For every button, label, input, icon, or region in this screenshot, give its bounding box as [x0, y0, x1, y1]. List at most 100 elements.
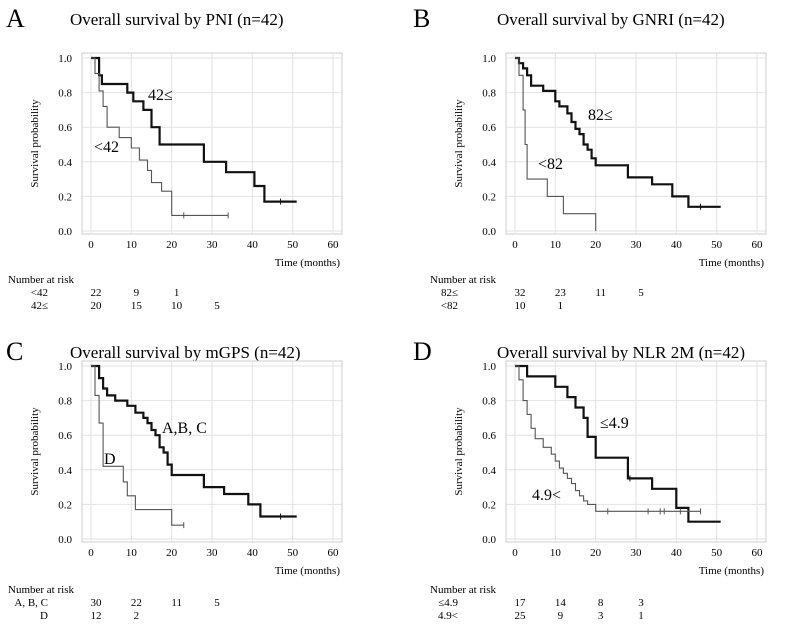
- risk-count: 5: [638, 287, 644, 299]
- chart-title: Overall survival by NLR 2M (n=42): [497, 343, 745, 362]
- x-tick-label: 10: [550, 239, 562, 251]
- survival-curve-low: [515, 57, 597, 231]
- panel-letter: D: [413, 337, 432, 366]
- survival-curve-low: [91, 365, 184, 526]
- x-tick-label: 20: [590, 239, 602, 251]
- x-tick-label: 10: [550, 547, 562, 559]
- survival-curve-high: [91, 56, 297, 203]
- y-tick-label: 0.0: [482, 226, 496, 238]
- curve-label: <42: [94, 139, 119, 156]
- x-tick-label: 30: [207, 547, 219, 559]
- x-axis-label: Time (months): [275, 257, 341, 269]
- x-tick-label: 10: [126, 239, 138, 251]
- x-tick-label: 0: [512, 239, 518, 251]
- panel-letter: B: [413, 4, 430, 33]
- risk-row-label: 82≤: [441, 287, 458, 299]
- risk-count: 1: [558, 300, 564, 312]
- y-tick-label: 0.0: [58, 534, 72, 546]
- x-tick-label: 60: [752, 547, 764, 559]
- y-tick-label: 0.0: [482, 534, 496, 546]
- risk-table-header: Number at risk: [8, 274, 74, 286]
- x-tick-label: 20: [166, 239, 178, 251]
- survival-curve-high: [91, 364, 297, 518]
- y-axis-label: Survival probability: [29, 407, 41, 496]
- y-axis-label: Survival probability: [29, 99, 41, 188]
- x-axis-label: Time (months): [699, 257, 765, 269]
- y-tick-label: 0.8: [482, 396, 496, 408]
- risk-count: 3: [598, 610, 604, 622]
- survival-curve-high: [515, 56, 721, 208]
- risk-row-label: 42≤: [31, 300, 48, 312]
- y-tick-label: 1.0: [482, 53, 496, 65]
- x-tick-label: 50: [287, 239, 299, 251]
- panel-letter: C: [6, 337, 23, 366]
- y-tick-label: 0.6: [58, 122, 72, 134]
- x-tick-label: 60: [328, 547, 340, 559]
- risk-count: 5: [214, 300, 220, 312]
- risk-table-header: Number at risk: [8, 584, 74, 596]
- risk-row-label: <82: [441, 300, 458, 312]
- curve-label: <82: [538, 156, 563, 173]
- chart-title: Overall survival by mGPS (n=42): [70, 343, 301, 362]
- curve-label: 42≤: [148, 87, 173, 104]
- y-tick-label: 0.4: [482, 157, 496, 169]
- risk-row-label: D: [40, 610, 48, 622]
- y-tick-label: 0.4: [58, 465, 72, 477]
- risk-count: 20: [91, 300, 103, 312]
- y-tick-label: 1.0: [58, 53, 72, 65]
- curve-label: A,B, C: [162, 420, 207, 437]
- y-tick-label: 0.6: [58, 430, 72, 442]
- y-tick-label: 0.2: [58, 499, 72, 511]
- survival-curve-high: [515, 364, 721, 523]
- x-tick-label: 40: [247, 239, 259, 251]
- x-tick-label: 40: [247, 547, 259, 559]
- risk-count: 11: [595, 287, 606, 299]
- chart-title: Overall survival by GNRI (n=42): [497, 10, 725, 29]
- x-tick-label: 20: [590, 547, 602, 559]
- risk-table-header: Number at risk: [430, 584, 496, 596]
- x-tick-label: 0: [512, 547, 518, 559]
- y-tick-label: 0.6: [482, 122, 496, 134]
- risk-table-header: Number at risk: [430, 274, 496, 286]
- risk-count: 9: [134, 287, 140, 299]
- y-tick-label: 1.0: [58, 361, 72, 373]
- risk-count: 32: [515, 287, 526, 299]
- risk-count: 17: [515, 597, 527, 609]
- risk-row-label: ≤4.9: [438, 597, 458, 609]
- x-tick-label: 30: [631, 239, 643, 251]
- risk-count: 11: [171, 597, 182, 609]
- y-tick-label: 0.2: [58, 191, 72, 203]
- risk-count: 14: [555, 597, 567, 609]
- km-panel-c: C Overall survival by mGPS (n=42) 0 10 20 30 4…: [6, 337, 343, 622]
- y-tick-label: 0.2: [482, 499, 496, 511]
- panel-letter: A: [6, 4, 25, 33]
- x-tick-label: 50: [287, 547, 299, 559]
- curve-label: 82≤: [588, 107, 613, 124]
- risk-count: 10: [515, 300, 527, 312]
- survival-curve-low: [91, 57, 229, 216]
- y-axis-label: Survival probability: [453, 407, 465, 496]
- y-tick-label: 0.8: [58, 88, 72, 100]
- risk-count: 12: [91, 610, 102, 622]
- y-tick-label: 0.0: [58, 226, 72, 238]
- risk-count: 23: [555, 287, 567, 299]
- risk-row-label: <42: [31, 287, 48, 299]
- risk-count: 30: [91, 597, 103, 609]
- risk-count: 2: [134, 610, 140, 622]
- km-panel-b: B Overall survival by GNRI (n=42) 0 10 20 30 4…: [413, 4, 767, 312]
- x-tick-label: 30: [207, 239, 219, 251]
- x-axis-label: Time (months): [275, 565, 341, 577]
- x-tick-label: 0: [88, 239, 94, 251]
- risk-count: 25: [515, 610, 527, 622]
- risk-count: 1: [174, 287, 180, 299]
- x-tick-label: 60: [752, 239, 764, 251]
- survival-curve-low: [515, 365, 701, 512]
- risk-count: 8: [598, 597, 604, 609]
- risk-count: 10: [171, 300, 183, 312]
- x-tick-label: 50: [711, 547, 723, 559]
- y-tick-label: 0.2: [482, 191, 496, 203]
- risk-count: 1: [638, 610, 644, 622]
- y-tick-label: 0.8: [482, 88, 496, 100]
- x-tick-label: 10: [126, 547, 138, 559]
